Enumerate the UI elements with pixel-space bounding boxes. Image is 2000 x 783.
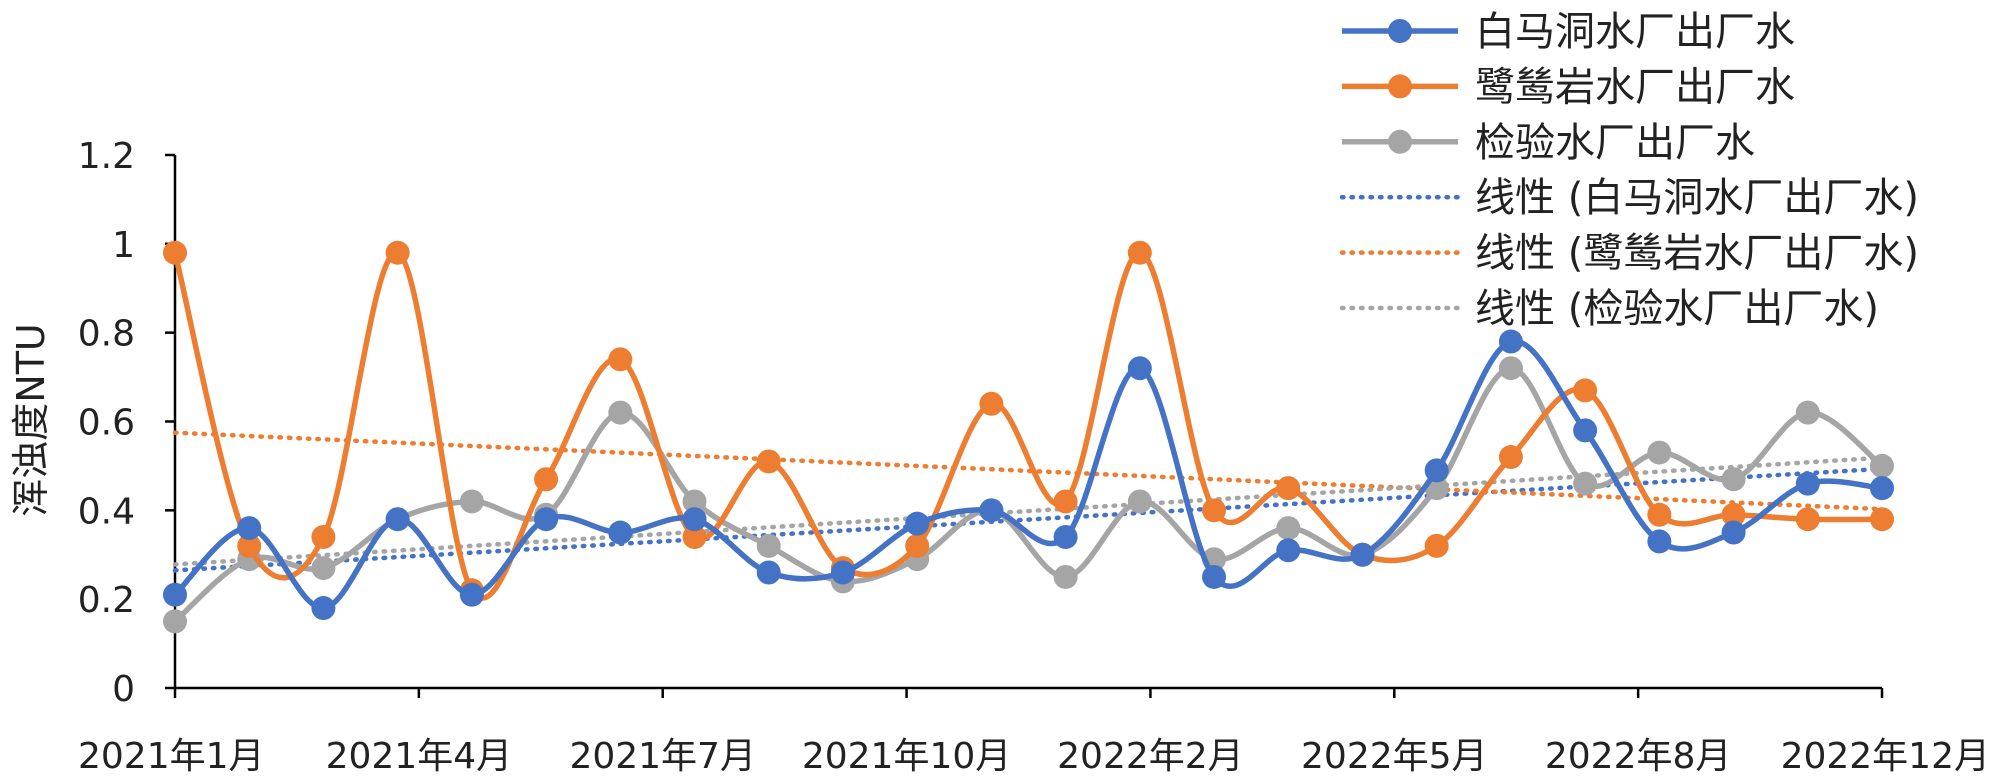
y-tick-label: 0.8 (78, 314, 135, 355)
y-tick-label: 0.2 (78, 580, 135, 621)
y-tick-label: 0 (112, 669, 135, 710)
y-tick-label: 0.6 (78, 403, 135, 444)
data-point (1053, 489, 1078, 514)
x-tick-label: 2022年5月 (1301, 736, 1488, 777)
legend-label: 线性 (检验水厂出厂水) (1475, 286, 1879, 332)
data-point (1721, 502, 1746, 527)
data-point (608, 400, 633, 425)
data-point (1276, 516, 1301, 541)
data-point (311, 524, 336, 549)
data-point (1870, 476, 1894, 501)
data-point (163, 609, 187, 634)
data-point (682, 489, 707, 514)
y-axis-title: 浑浊度NTU (9, 323, 53, 516)
data-point (534, 507, 559, 532)
x-tick-label: 2022年12月 (1781, 736, 1990, 777)
trendline-1 (172, 430, 1885, 512)
legend-label: 线性 (鹭鸶岩水厂出厂水) (1475, 231, 1919, 277)
x-tick-label: 2021年10月 (802, 736, 1011, 777)
data-point (608, 520, 633, 545)
legend-item: 鹭鸶岩水厂出厂水 (1342, 64, 1795, 110)
data-point (1647, 529, 1672, 554)
x-tick-label: 2021年7月 (569, 736, 756, 777)
y-tick-label: 1 (112, 225, 135, 266)
data-point (1647, 440, 1672, 465)
series-0 (163, 329, 1894, 621)
legend-swatch-marker (1388, 129, 1412, 154)
legend-label: 鹭鸶岩水厂出厂水 (1475, 64, 1795, 110)
data-point (905, 511, 930, 536)
data-point (1870, 453, 1894, 478)
data-point (385, 240, 410, 265)
data-point (1127, 240, 1152, 265)
data-point (608, 347, 633, 372)
y-tick-label: 1.2 (78, 136, 135, 177)
data-point (163, 240, 187, 265)
data-point (1795, 507, 1820, 532)
legend-swatch-marker (1388, 19, 1412, 43)
data-point (756, 560, 781, 585)
data-point (1053, 524, 1078, 549)
x-tick-label: 2021年1月 (78, 736, 265, 777)
data-series (163, 240, 1894, 634)
data-point (1424, 458, 1449, 483)
data-point (237, 533, 262, 558)
data-point (311, 596, 336, 621)
legend-label: 白马洞水厂出厂水 (1475, 9, 1795, 55)
y-tick-label: 0.4 (78, 491, 135, 532)
data-point (1573, 471, 1598, 496)
data-point (1127, 489, 1152, 514)
data-point (1498, 329, 1523, 354)
data-point (830, 560, 855, 585)
data-point (1573, 418, 1598, 443)
data-point (1202, 564, 1227, 589)
data-point (1647, 502, 1672, 527)
legend-label: 检验水厂出厂水 (1475, 120, 1755, 166)
chart-axes: 0 0.2 0.4 0.6 0.8 1 1.2 2021年1月 2021年4月 2021年7月 20… (78, 136, 1990, 777)
data-point (1053, 564, 1078, 589)
legend-item: 线性 (检验水厂出厂水) (1339, 286, 1879, 332)
series-line (172, 249, 1883, 601)
data-point (1721, 520, 1746, 545)
data-point (459, 489, 484, 514)
legend-item: 检验水厂出厂水 (1342, 120, 1755, 166)
series-2 (163, 356, 1894, 634)
legend-item: 线性 (鹭鸶岩水厂出厂水) (1339, 231, 1919, 277)
data-point (1498, 445, 1523, 470)
x-tick-label: 2021年4月 (326, 736, 513, 777)
data-point (237, 516, 262, 541)
legend-item: 白马洞水厂出厂水 (1342, 9, 1795, 55)
data-point (1350, 542, 1375, 567)
data-point (756, 449, 781, 474)
data-point (1573, 378, 1598, 403)
data-point (1870, 507, 1894, 532)
data-point (311, 556, 336, 581)
data-point (1276, 538, 1301, 563)
x-tick-label: 2022年2月 (1057, 736, 1244, 777)
data-point (979, 498, 1004, 523)
x-tick-label: 2022年8月 (1545, 736, 1732, 777)
data-point (1424, 533, 1449, 558)
data-point (1202, 498, 1227, 523)
data-point (1498, 356, 1523, 381)
legend-item: 线性 (白马洞水厂出厂水) (1339, 175, 1919, 221)
data-point (979, 391, 1004, 416)
data-point (756, 533, 781, 558)
legend-swatch-marker (1388, 74, 1412, 99)
data-point (1127, 356, 1152, 381)
legend-label: 线性 (白马洞水厂出厂水) (1475, 175, 1919, 221)
data-point (682, 507, 707, 532)
data-point (1276, 476, 1301, 501)
data-point (1795, 400, 1820, 425)
data-point (163, 582, 187, 607)
data-point (1795, 471, 1820, 496)
data-point (905, 533, 930, 558)
data-point (459, 582, 484, 607)
data-point (1721, 467, 1746, 492)
data-point (385, 507, 410, 532)
data-point (682, 524, 707, 549)
data-point (534, 467, 559, 492)
